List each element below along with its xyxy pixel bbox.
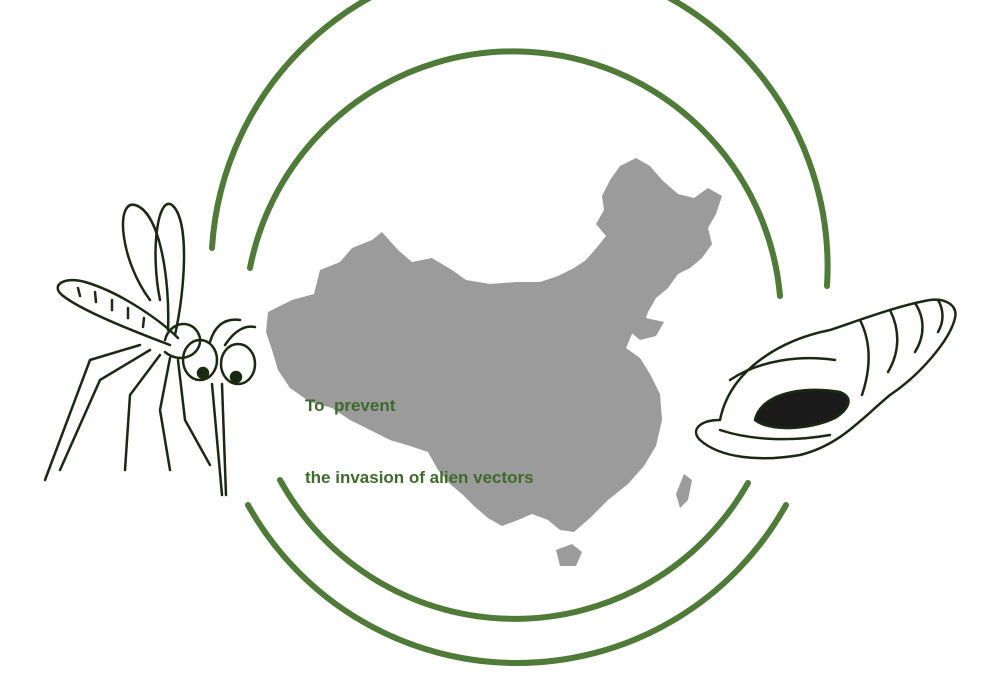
inner-ring-bottom-arc xyxy=(277,477,751,622)
outer-ring-top-arc xyxy=(209,0,831,289)
outer-ring-bottom-arc xyxy=(245,502,789,666)
caption-line-1: To prevent xyxy=(305,396,396,415)
hainan-island xyxy=(556,544,582,566)
caption-line-2: the invasion of alien vectors xyxy=(305,468,534,487)
inner-ring-top-arc xyxy=(247,48,783,299)
mosquito-icon xyxy=(43,202,257,497)
inner-ring xyxy=(247,48,783,622)
taiwan-island xyxy=(676,474,692,508)
outer-ring xyxy=(209,0,831,666)
snail-shell-icon xyxy=(694,298,957,460)
shandong-peninsula xyxy=(628,318,664,340)
caption: To prevent the invasion of alien vectors xyxy=(305,346,534,514)
china-map xyxy=(266,158,722,566)
